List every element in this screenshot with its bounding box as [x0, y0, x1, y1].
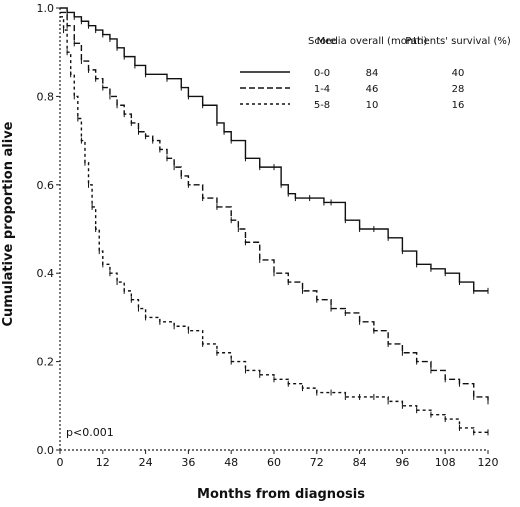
x-tick-label: 72 [310, 456, 324, 469]
x-tick-label: 108 [435, 456, 456, 469]
x-tick-label: 36 [181, 456, 195, 469]
y-tick-label: 0.6 [37, 179, 55, 192]
x-axis-title: Months from diagnosis [197, 487, 365, 502]
y-tick-label: 1.0 [37, 2, 55, 15]
legend-value: 5-8 [314, 100, 330, 111]
y-tick-label: 0.8 [37, 90, 55, 103]
x-tick-label: 84 [353, 456, 367, 469]
legend-value: 28 [452, 84, 465, 95]
series-group [60, 7, 489, 436]
legend-header-score: Score [308, 36, 336, 47]
y-tick-label: 0.0 [37, 444, 55, 457]
x-tick-label: 60 [267, 456, 281, 469]
x-tick-label: 96 [395, 456, 409, 469]
x-tick-label: 24 [139, 456, 153, 469]
series-line-5-8 [60, 16, 488, 434]
legend-header-survival: Patients' survival (%) [405, 36, 511, 47]
y-tick-label: 0.2 [37, 356, 55, 369]
y-axis-title: Cumulative proportion alive [1, 121, 16, 326]
series-line-0-0 [60, 7, 488, 292]
axes [59, 8, 488, 451]
series-line-1-4 [60, 11, 489, 402]
ticks: 0 12 24 36 48 60 72 84 96 108 120 0.0 0.2 0.4 0.6 0.8 1.… [37, 2, 499, 469]
x-tick-label: 48 [224, 456, 238, 469]
y-tick-label: 0.4 [37, 267, 55, 280]
legend-value: 10 [366, 100, 379, 111]
legend-value: 46 [366, 84, 379, 95]
legend-value: 16 [452, 100, 465, 111]
legend-value: 84 [366, 68, 379, 79]
x-tick-label: 120 [478, 456, 499, 469]
x-tick-label: 0 [57, 456, 64, 469]
legend-header-median: Media overall (month) [317, 36, 428, 47]
legend-value: 0-0 [314, 68, 330, 79]
x-tick-label: 12 [96, 456, 110, 469]
legend-value: 1-4 [314, 84, 330, 95]
p-value-annotation: p<0.001 [66, 426, 114, 439]
legend-value: 40 [452, 68, 465, 79]
